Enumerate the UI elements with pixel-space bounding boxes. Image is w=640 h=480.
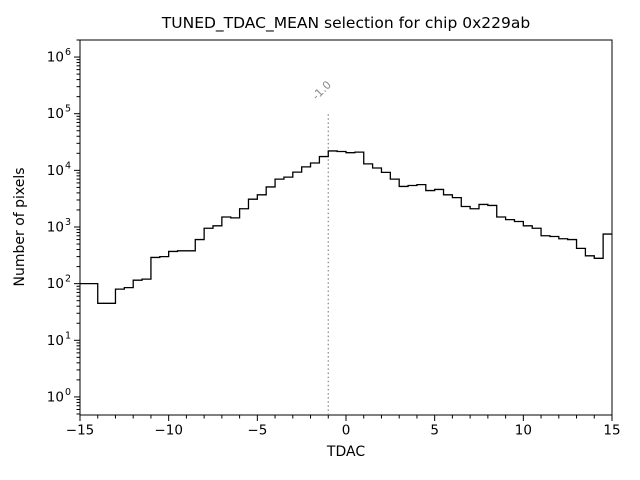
chart-title: TUNED_TDAC_MEAN selection for chip 0x229…	[161, 14, 531, 32]
x-axis-label: TDAC	[326, 444, 366, 460]
y-axis-label: Number of pixels	[12, 167, 28, 287]
